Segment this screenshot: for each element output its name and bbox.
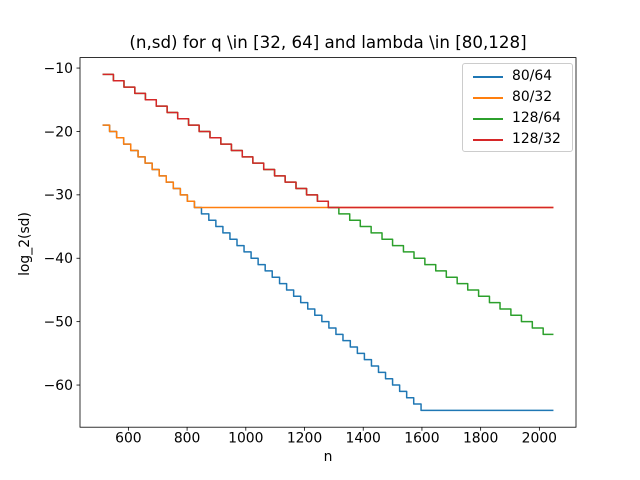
legend-item-128-32: 128/32 [463, 130, 572, 151]
y-tick-label: −30 [44, 188, 73, 204]
legend-line-swatch-128-32 [473, 139, 503, 142]
series-line-128-32 [102, 73, 554, 209]
x-tick-label: 2000 [522, 431, 557, 447]
legend-label-80-64: 80/64 [512, 67, 553, 84]
legend-label-128-64: 128/64 [512, 110, 561, 127]
x-tick-label: 1800 [463, 431, 498, 447]
legend: 80/64 80/32 128/64 128/32 [462, 63, 573, 152]
x-tick-label: 1600 [404, 431, 439, 447]
x-tick-label: 1400 [346, 431, 381, 447]
x-tick-label: 800 [174, 431, 201, 447]
legend-line-swatch-128-64 [473, 117, 503, 120]
legend-label-128-32: 128/32 [512, 131, 561, 148]
x-tick-label: 600 [115, 431, 142, 447]
chart-title: (n,sd) for q \in [32, 64] and lambda \in… [129, 32, 527, 52]
legend-item-80-64: 80/64 [463, 66, 572, 87]
y-tick-label: −40 [44, 251, 73, 267]
axes-frame [79, 57, 577, 428]
y-tick-label: −60 [44, 378, 73, 394]
y-tick-label: −20 [44, 124, 73, 140]
y-tick-label: −50 [44, 314, 73, 330]
y-tick-label: −10 [44, 61, 73, 77]
x-tick-label: 1000 [228, 431, 263, 447]
series-line-80-64 [102, 124, 554, 412]
x-axis-label: n [323, 449, 333, 465]
legend-line-swatch-80-32 [473, 96, 503, 99]
x-tick-label: 1200 [287, 431, 322, 447]
series-line-80-32 [102, 124, 554, 209]
legend-label-80-32: 80/32 [512, 88, 553, 105]
legend-item-128-64: 128/64 [463, 108, 572, 129]
legend-item-80-32: 80/32 [463, 87, 572, 108]
legend-line-swatch-80-64 [473, 75, 503, 78]
